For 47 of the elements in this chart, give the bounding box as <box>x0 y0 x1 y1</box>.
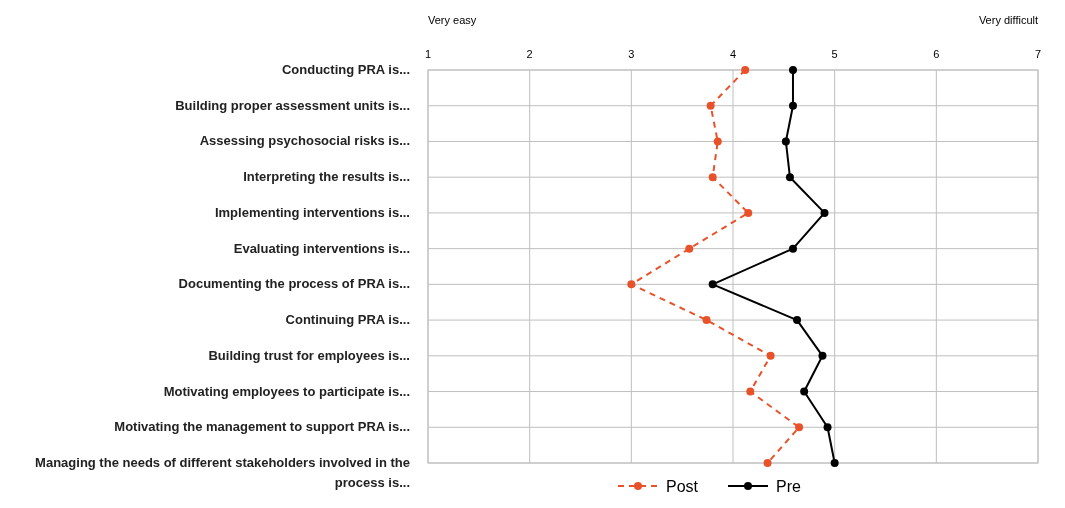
point <box>706 101 715 110</box>
y-tick-label: Motivating employees to participate is... <box>163 383 410 399</box>
point <box>785 173 794 182</box>
point <box>818 351 827 360</box>
x-tick-label: 2 <box>526 48 533 60</box>
y-tick-label: Evaluating interventions is... <box>233 240 410 256</box>
point <box>795 423 804 432</box>
point <box>713 137 722 146</box>
x-tick-label: 4 <box>729 48 737 60</box>
y-tick-label: Conducting PRA is... <box>281 62 410 77</box>
point <box>823 423 832 432</box>
y-tick-label: Interpreting the results is... <box>243 169 410 185</box>
y-tick-label: Motivating the management to support PRA is... <box>114 419 410 435</box>
y-tick-label: Documenting the process of PRA is... <box>178 276 410 292</box>
x-tick-label: 3 <box>628 48 635 60</box>
legend-label: Pre <box>776 478 801 495</box>
point <box>708 173 717 182</box>
point <box>685 244 694 253</box>
text: Very easy <box>428 14 477 26</box>
point <box>830 459 839 467</box>
point <box>627 280 636 289</box>
point <box>702 316 711 325</box>
point <box>781 137 790 146</box>
point <box>746 387 755 396</box>
point <box>788 66 797 74</box>
point <box>741 66 750 74</box>
point <box>766 351 775 360</box>
y-tick-label: Implementing interventions is... <box>214 204 410 220</box>
legend-label: Post <box>666 478 699 495</box>
point <box>708 280 717 289</box>
point <box>800 387 809 396</box>
y-tick-label: Managing the needs of different stakeholders involved in the process is... <box>35 455 410 490</box>
y-tick-label: Assessing psychosocial risks is... <box>199 133 410 149</box>
y-tick-label: Building trust for employees is... <box>208 347 410 363</box>
x-tick-label: 5 <box>831 48 838 60</box>
y-tick-label: Building proper assessment units is... <box>175 97 410 113</box>
point <box>793 316 802 325</box>
point <box>788 101 797 110</box>
x-tick-label: 1 <box>424 48 432 60</box>
point <box>788 244 797 253</box>
x-tick-label: 6 <box>933 48 940 60</box>
point <box>744 208 753 217</box>
x-tick-label: 7 <box>1034 48 1042 60</box>
point <box>763 459 772 467</box>
point <box>820 208 829 217</box>
text: Very difficult <box>978 14 1038 26</box>
y-tick-label: Continuing PRA is... <box>285 312 410 328</box>
